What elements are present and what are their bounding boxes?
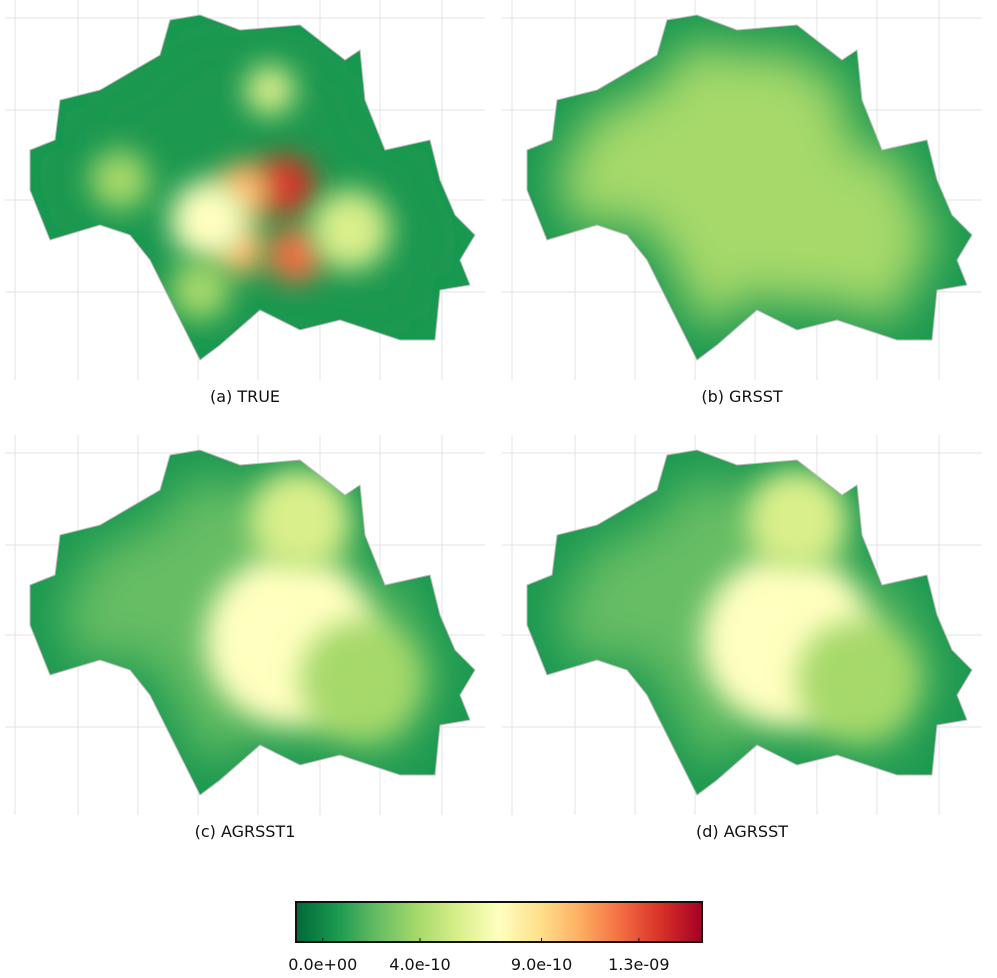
- hotspot: [170, 260, 230, 320]
- colorbar-ticks: 0.0e+00 4.0e-10 9.0e-10 1.3e-09: [288, 938, 670, 974]
- map-panel: (a) TRUE: [5, 0, 485, 406]
- hotspot: [170, 180, 250, 260]
- hotspot: [747, 470, 847, 570]
- panel-caption: (d) AGRSST: [696, 822, 788, 841]
- boundary: [526, 449, 973, 796]
- hotspot: [267, 227, 323, 283]
- map-panel: (c) AGRSST1: [5, 435, 485, 841]
- colorbar: [295, 901, 703, 943]
- interior-fill: [560, 41, 939, 335]
- panels: (a) TRUE (b) GRSST (c) AGRSST1 (d) AGRSST: [5, 0, 982, 841]
- map-panel: (b) GRSST: [502, 0, 982, 406]
- colorbar-tick-label: 9.0e-10: [511, 955, 572, 974]
- hotspot: [797, 620, 917, 740]
- hotspot: [245, 65, 295, 115]
- panel-caption: (c) AGRSST1: [195, 822, 296, 841]
- colorbar-tick-label: 0.0e+00: [288, 955, 357, 974]
- panel-caption: (b) GRSST: [701, 387, 783, 406]
- hotspot: [250, 470, 350, 570]
- boundary: [526, 14, 973, 361]
- boundary: [29, 449, 476, 796]
- hotspot: [310, 190, 390, 270]
- colorbar-tick-label: 4.0e-10: [389, 955, 450, 974]
- panel-caption: (a) TRUE: [210, 387, 280, 406]
- colorbar-tick-label: 1.3e-09: [608, 955, 669, 974]
- hotspot: [90, 150, 150, 210]
- boundary: [29, 14, 476, 361]
- hotspot: [300, 620, 420, 740]
- map-panel: (d) AGRSST: [502, 435, 982, 841]
